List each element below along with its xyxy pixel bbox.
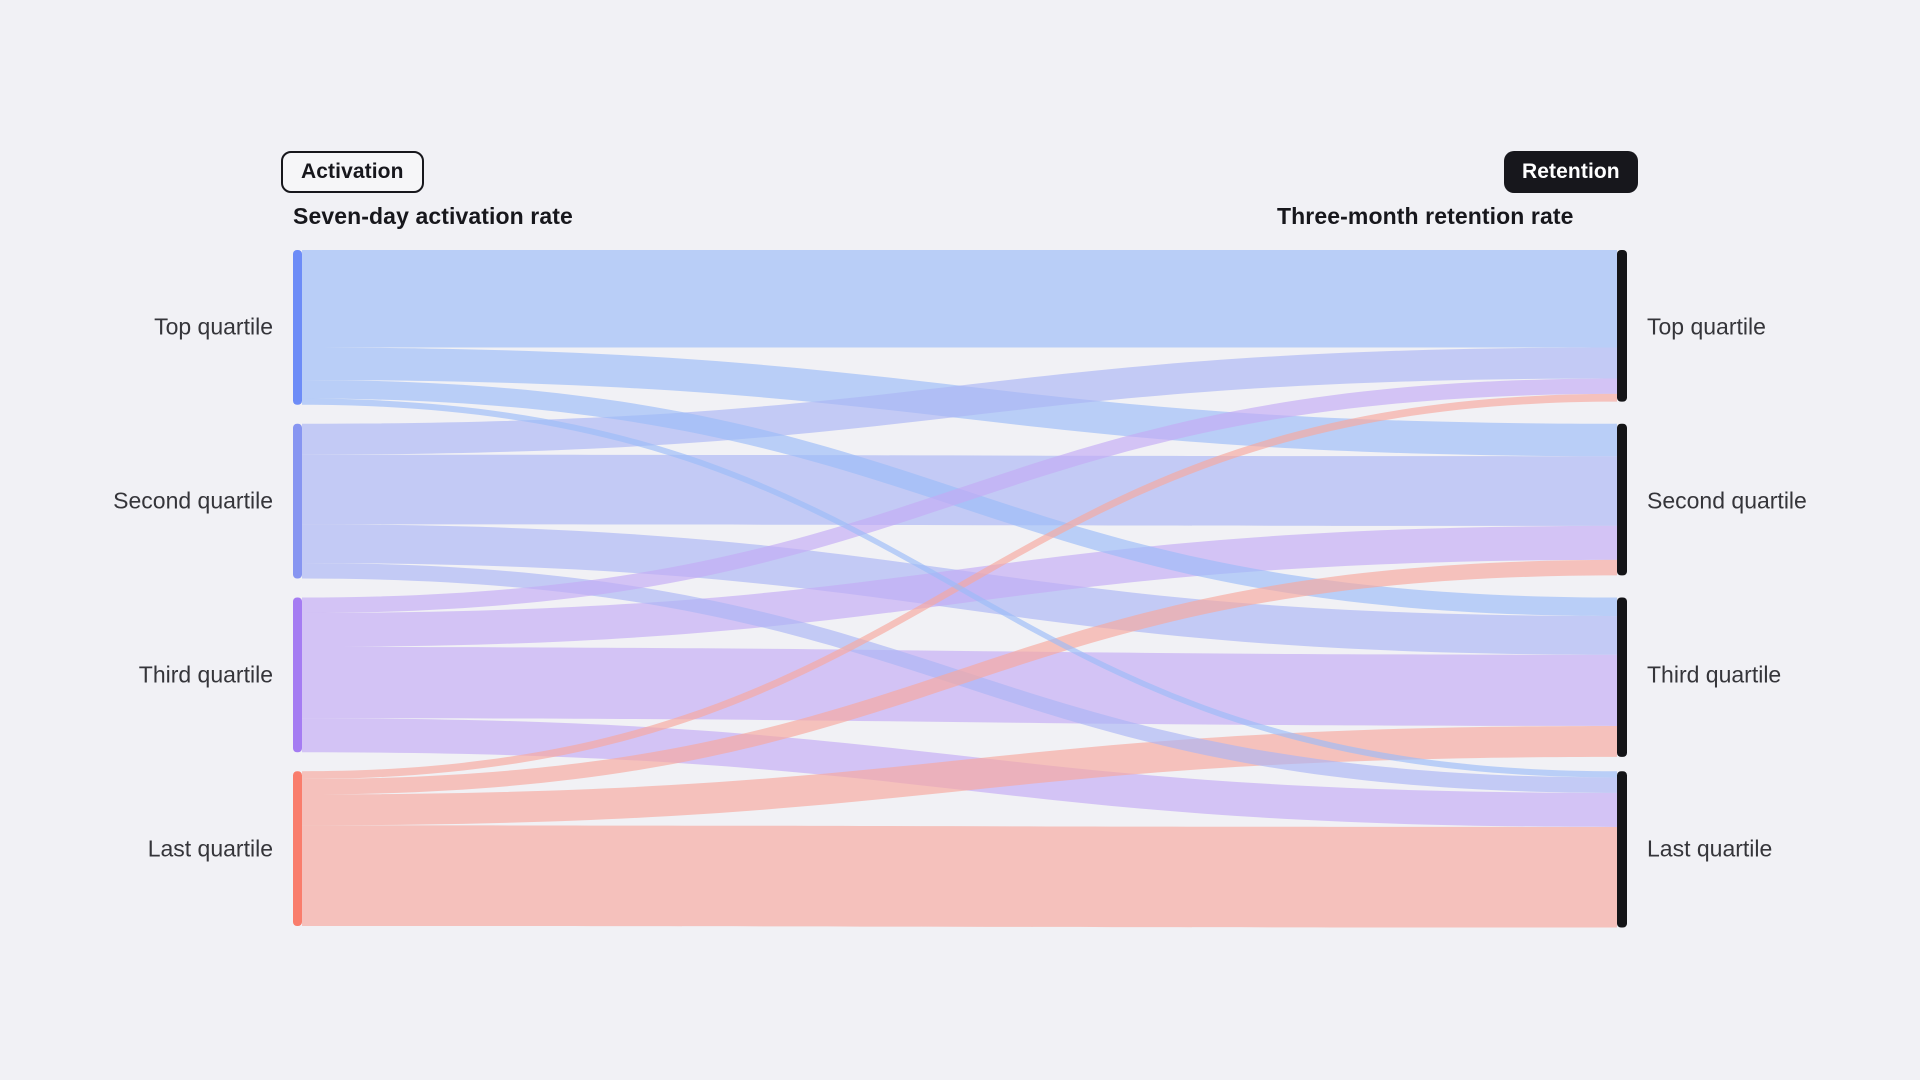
left-node-label-last-quartile: Last quartile (147, 835, 273, 862)
sankey-link-0-0 (302, 250, 1617, 348)
activation-toggle-button[interactable]: Activation (281, 151, 424, 193)
sankey-link-0-3 (302, 398, 1617, 778)
left-node-label-top-quartile: Top quartile (154, 313, 273, 340)
retention-toggle-button[interactable]: Retention (1504, 151, 1638, 193)
sankey-left-node-2 (293, 597, 302, 753)
sankey-right-node-3 (1617, 771, 1627, 928)
sankey-right-node-2 (1617, 597, 1627, 757)
right-node-label-second-quartile: Second quartile (1647, 487, 1807, 514)
right-node-label-top-quartile: Top quartile (1647, 313, 1766, 340)
sankey-link-3-2 (302, 725, 1617, 826)
sankey-link-2-2 (302, 647, 1617, 726)
sankey-left-node-1 (293, 423, 302, 579)
sankey-link-2-0 (302, 378, 1617, 613)
sankey-left-node-3 (293, 771, 302, 926)
left-axis-title: Seven-day activation rate (293, 203, 573, 229)
right-node-label-third-quartile: Third quartile (1647, 661, 1782, 688)
sankey-left-node-0 (293, 250, 302, 405)
right-node-label-last-quartile: Last quartile (1647, 835, 1773, 862)
sankey-link-3-1 (302, 559, 1617, 795)
right-axis-title: Three-month retention rate (1277, 203, 1574, 229)
sankey-right-node-0 (1617, 250, 1627, 402)
sankey-right-node-1 (1617, 423, 1627, 576)
left-node-label-third-quartile: Third quartile (138, 661, 273, 688)
left-node-label-second-quartile: Second quartile (113, 487, 273, 514)
sankey-link-3-3 (302, 825, 1617, 928)
sankey-link-1-0 (302, 347, 1617, 455)
